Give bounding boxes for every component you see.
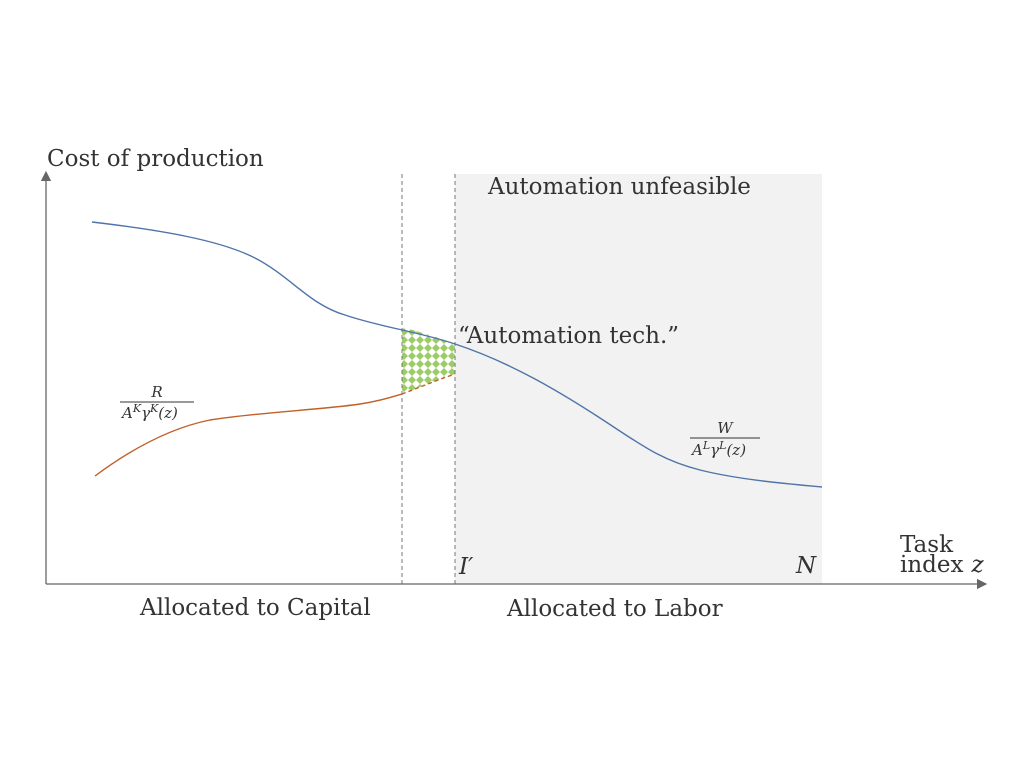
labor-numerator: W (717, 419, 734, 437)
x-axis-label-line1: Task (900, 532, 954, 558)
automation-tech-label: “Automation tech.” (458, 323, 679, 349)
capital-cost-fraction: R AKγK(z) (120, 383, 194, 422)
x-axis-label-word: index (900, 552, 964, 578)
automation-gap-region (402, 327, 455, 394)
capital-numerator: R (150, 383, 162, 401)
capital-cost-curve (94, 393, 403, 477)
x-axis-variable: z (970, 552, 984, 578)
unfeasible-label: Automation unfeasible (487, 174, 751, 200)
allocated-labor-label: Allocated to Labor (506, 596, 723, 622)
capital-denominator: AKγK(z) (120, 402, 178, 422)
allocated-capital-label: Allocated to Capital (139, 595, 371, 621)
n-marker: N (795, 553, 817, 579)
labor-denominator: ALγL(z) (690, 439, 746, 459)
unfeasible-region (455, 174, 822, 584)
labor-cost-fraction: W ALγL(z) (690, 419, 760, 459)
y-axis-label: Cost of production (47, 146, 264, 172)
capital-cost-curve-dashed (401, 373, 456, 395)
i-prime-marker: I′ (458, 554, 474, 580)
x-axis-label-line2: index z (900, 552, 984, 578)
labor-cost-curve (91, 221, 823, 488)
